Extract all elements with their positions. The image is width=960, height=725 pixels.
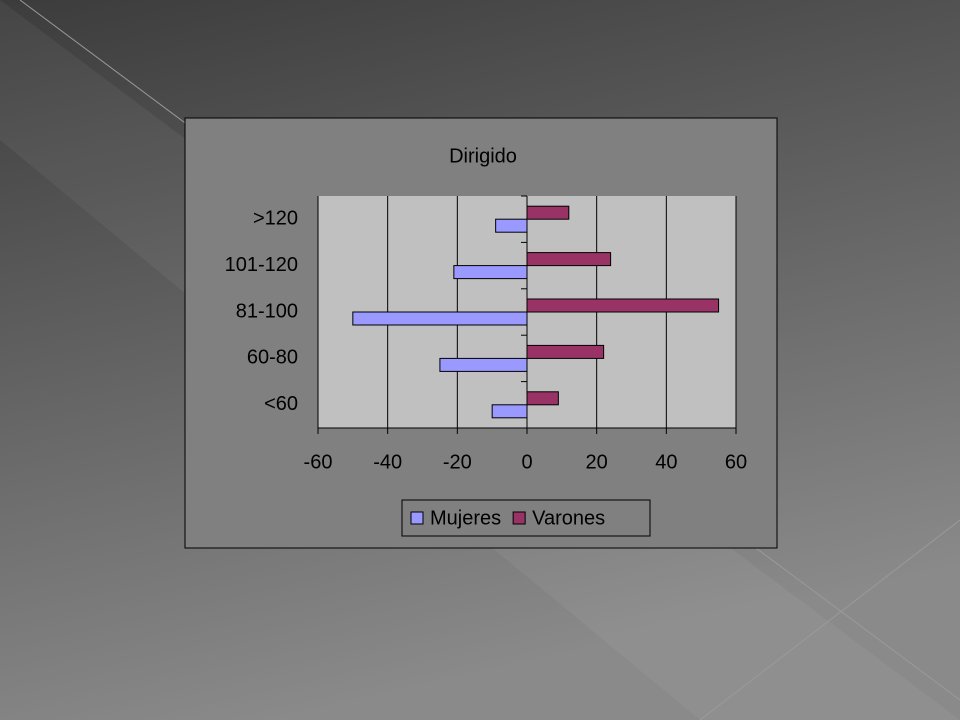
legend-label: Mujeres: [430, 507, 501, 529]
y-tick-label: 60-80: [247, 347, 298, 369]
legend-swatch: [512, 511, 526, 525]
legend-label: Varones: [532, 507, 605, 529]
bar: [352, 311, 528, 326]
bar: [491, 404, 528, 419]
bar: [526, 252, 612, 267]
x-tick-label: 40: [655, 451, 677, 473]
bar: [526, 205, 570, 220]
bar: [439, 357, 528, 372]
x-tick-label: 20: [586, 451, 608, 473]
decor-line: [699, 519, 960, 721]
y-tick-label: <60: [264, 393, 298, 415]
x-tick-label: -20: [443, 451, 472, 473]
bar: [526, 298, 720, 313]
bar: [526, 391, 559, 406]
bar: [495, 218, 528, 233]
bar: [453, 265, 528, 280]
chart-title: Dirigido: [449, 145, 517, 167]
x-tick-label: 0: [521, 451, 532, 473]
x-tick-label: -40: [373, 451, 402, 473]
legend-swatch: [410, 511, 424, 525]
x-tick-label: 60: [725, 451, 747, 473]
x-tick-label: -60: [304, 451, 333, 473]
y-tick-label: 81-100: [236, 300, 298, 322]
bar: [526, 344, 605, 359]
y-tick-label: >120: [253, 207, 298, 229]
legend: [401, 499, 651, 537]
y-tick-label: 101-120: [225, 254, 298, 276]
